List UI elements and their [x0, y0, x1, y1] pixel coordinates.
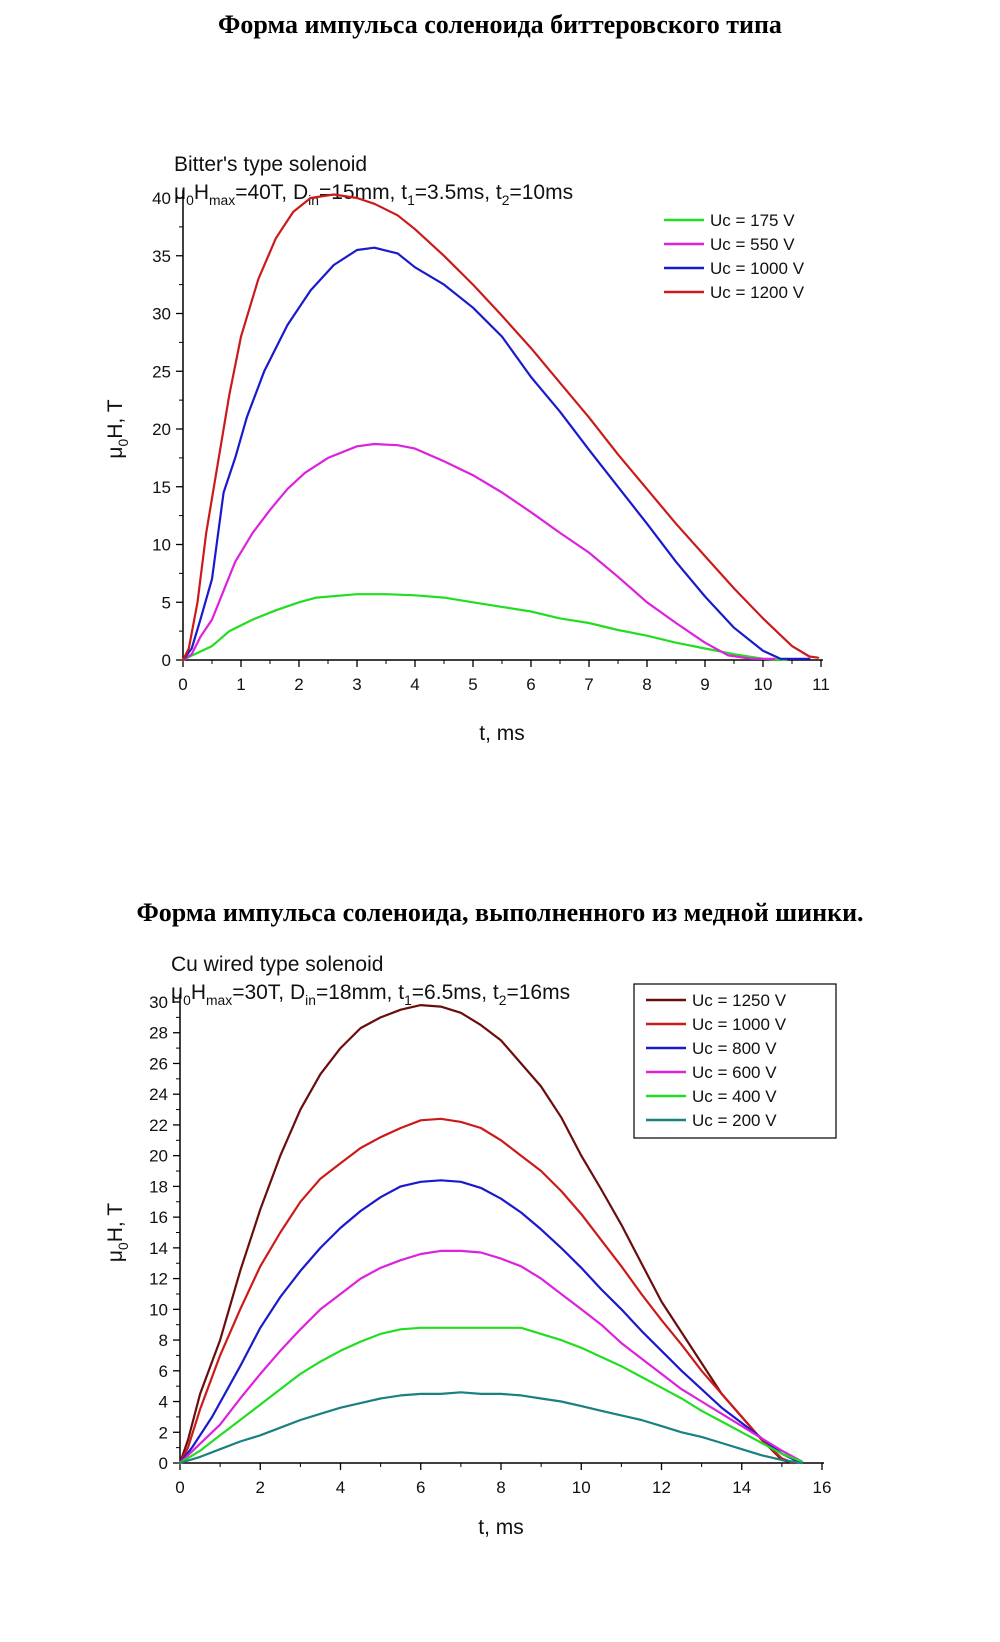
cu-y-tick-label: 18	[149, 1177, 168, 1196]
cu-x-tick-label: 0	[175, 1478, 184, 1497]
bitter-legend-label: Uc = 1000 V	[710, 259, 805, 278]
cu-x-axis-label: t, ms	[478, 1516, 524, 1539]
bitter-x-tick-label: 6	[526, 675, 535, 694]
cu-y-tick-label: 8	[159, 1331, 168, 1350]
cu-x-tick-label: 2	[256, 1478, 265, 1497]
cu-legend-label: Uc = 200 V	[692, 1111, 777, 1130]
cu-x-tick-label: 12	[652, 1478, 671, 1497]
cu-x-tick-label: 6	[416, 1478, 425, 1497]
bitter-y-tick-label: 30	[152, 305, 171, 324]
cu-series-uc-600-v	[178, 1249, 803, 1465]
cu-legend-label: Uc = 1250 V	[692, 991, 787, 1010]
cu-y-tick-label: 16	[149, 1208, 168, 1227]
cu-legend-label: Uc = 1000 V	[692, 1015, 787, 1034]
bitter-x-tick-label: 2	[294, 675, 303, 694]
cu-y-tick-label: 22	[149, 1116, 168, 1135]
bitter-y-tick-label: 25	[152, 362, 171, 381]
cu-chart-title: Cu wired type solenoid	[171, 953, 383, 976]
cu-x-tick-label: 16	[813, 1478, 832, 1497]
bitter-x-tick-label: 3	[352, 675, 361, 694]
cu-legend-box	[633, 983, 837, 1139]
bitter-x-tick-label: 9	[700, 675, 709, 694]
cu-y-tick-label: 0	[159, 1454, 168, 1473]
cu-x-tick-label: 8	[496, 1478, 505, 1497]
cu-y-tick-label: 14	[149, 1239, 168, 1258]
cu-y-tick-label: 4	[159, 1393, 168, 1412]
cu-y-tick-label: 30	[149, 993, 168, 1012]
cu-y-tick-label: 2	[159, 1423, 168, 1442]
bitter-series-uc-1000-v	[181, 246, 811, 662]
bitter-series-uc-550-v	[181, 442, 776, 662]
bitter-legend-label: Uc = 550 V	[710, 235, 795, 254]
cu-y-axis-label: μ0H, T	[104, 1203, 131, 1262]
bitter-x-tick-label: 4	[410, 675, 419, 694]
chart-bitter-solenoid: Bitter's type solenoid μ0Hmax=40T, Din=15…	[104, 153, 830, 745]
bitter-y-tick-label: 5	[162, 593, 171, 612]
cu-x-tick-label: 10	[572, 1478, 591, 1497]
cu-series-uc-200-v	[178, 1391, 803, 1465]
cu-series-uc-1000-v	[178, 1117, 795, 1465]
cu-y-tick-label: 20	[149, 1147, 168, 1166]
cu-series-uc-800-v	[178, 1179, 799, 1465]
cu-series-uc-1250-v	[178, 1004, 795, 1465]
bitter-series-uc-1200-v	[181, 193, 820, 662]
cu-y-tick-label: 10	[149, 1300, 168, 1319]
heading-bitter-solenoid: Форма импульса соленоида биттеровского т…	[218, 10, 782, 39]
cu-legend-label: Uc = 400 V	[692, 1087, 777, 1106]
bitter-y-tick-label: 10	[152, 536, 171, 555]
bitter-x-tick-label: 7	[584, 675, 593, 694]
bitter-series-uc-175-v	[181, 593, 788, 662]
cu-y-tick-label: 12	[149, 1270, 168, 1289]
bitter-y-tick-label: 0	[162, 651, 171, 670]
cu-series-uc-400-v	[178, 1326, 803, 1465]
bitter-y-tick-label: 35	[152, 247, 171, 266]
bitter-x-tick-label: 8	[642, 675, 651, 694]
bitter-x-axis-label: t, ms	[479, 722, 525, 745]
bitter-chart-title: Bitter's type solenoid	[174, 153, 367, 176]
bitter-y-tick-label: 20	[152, 420, 171, 439]
cu-y-tick-label: 28	[149, 1024, 168, 1043]
cu-x-tick-label: 14	[732, 1478, 751, 1497]
heading-cu-solenoid: Форма импульса соленоида, выполненного и…	[136, 898, 864, 927]
cu-legend-label: Uc = 600 V	[692, 1063, 777, 1082]
bitter-legend-label: Uc = 175 V	[710, 211, 795, 230]
cu-x-tick-label: 4	[336, 1478, 345, 1497]
bitter-x-tick-label: 1	[236, 675, 245, 694]
bitter-legend-label: Uc = 1200 V	[710, 283, 805, 302]
bitter-x-tick-label: 10	[754, 675, 773, 694]
cu-chart-subtitle: μ0Hmax=30T, Din=18mm, t1=6.5ms, t2=16ms	[171, 981, 570, 1008]
cu-y-tick-label: 24	[149, 1085, 168, 1104]
bitter-x-tick-label: 11	[812, 675, 830, 694]
cu-y-tick-label: 26	[149, 1054, 168, 1073]
cu-legend-label: Uc = 800 V	[692, 1039, 777, 1058]
bitter-y-tick-label: 40	[152, 189, 171, 208]
bitter-x-tick-label: 5	[468, 675, 477, 694]
bitter-y-tick-label: 15	[152, 478, 171, 497]
bitter-chart-subtitle: μ0Hmax=40T, Din=15mm, t1=3.5ms, t2=10ms	[174, 181, 573, 208]
bitter-y-axis-label: μ0H, T	[104, 399, 131, 458]
chart-cu-solenoid: Cu wired type solenoid μ0Hmax=30T, Din=18…	[104, 953, 837, 1539]
bitter-x-tick-label: 0	[178, 675, 187, 694]
cu-y-tick-label: 6	[159, 1362, 168, 1381]
